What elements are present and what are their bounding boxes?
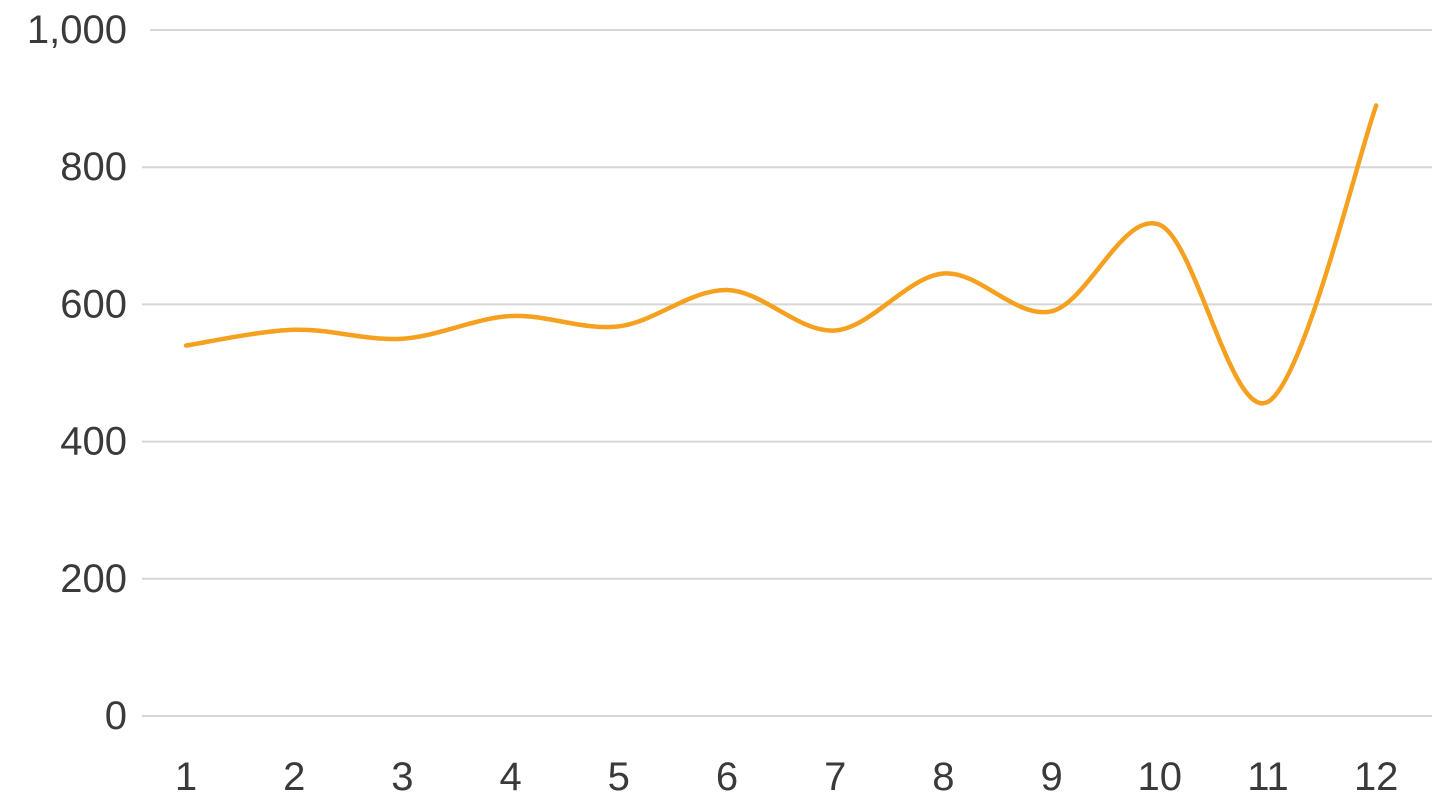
gridlines <box>142 29 1432 717</box>
y-axis-tick-labels: 0 200 400 600 800 1,000 <box>27 8 127 738</box>
y-tick-label: 1,000 <box>27 8 127 52</box>
x-tick-label: 2 <box>283 755 305 799</box>
x-axis-tick-labels: 1 2 3 4 5 6 7 8 9 10 11 12 <box>175 755 1399 799</box>
x-tick-label: 4 <box>499 755 521 799</box>
y-tick-label: 600 <box>60 282 127 326</box>
x-tick-label: 11 <box>1247 755 1289 799</box>
x-tick-label: 6 <box>716 755 738 799</box>
x-tick-label: 1 <box>175 755 197 799</box>
data-point <box>508 313 514 319</box>
data-point <box>1265 399 1271 405</box>
y-tick-label: 400 <box>60 420 127 464</box>
data-point <box>1157 222 1163 228</box>
x-tick-label: 9 <box>1040 755 1062 799</box>
y-tick-label: 0 <box>105 694 127 738</box>
x-tick-label: 3 <box>391 755 413 799</box>
data-point <box>1373 102 1379 108</box>
y-tick-label: 200 <box>60 557 127 601</box>
x-tick-label: 7 <box>824 755 846 799</box>
data-point <box>616 323 622 329</box>
data-point <box>399 336 405 342</box>
x-tick-label: 8 <box>932 755 954 799</box>
data-point <box>724 287 730 293</box>
data-point <box>1049 308 1055 314</box>
data-point <box>832 327 838 333</box>
x-tick-label: 12 <box>1354 755 1399 799</box>
series-line-0 <box>183 103 1379 406</box>
data-point <box>940 271 946 277</box>
data-point <box>183 343 189 349</box>
y-tick-label: 800 <box>60 145 127 189</box>
series-layer <box>183 102 1379 406</box>
data-point <box>291 327 297 333</box>
x-tick-label: 5 <box>608 755 630 799</box>
x-tick-label: 10 <box>1138 755 1183 799</box>
